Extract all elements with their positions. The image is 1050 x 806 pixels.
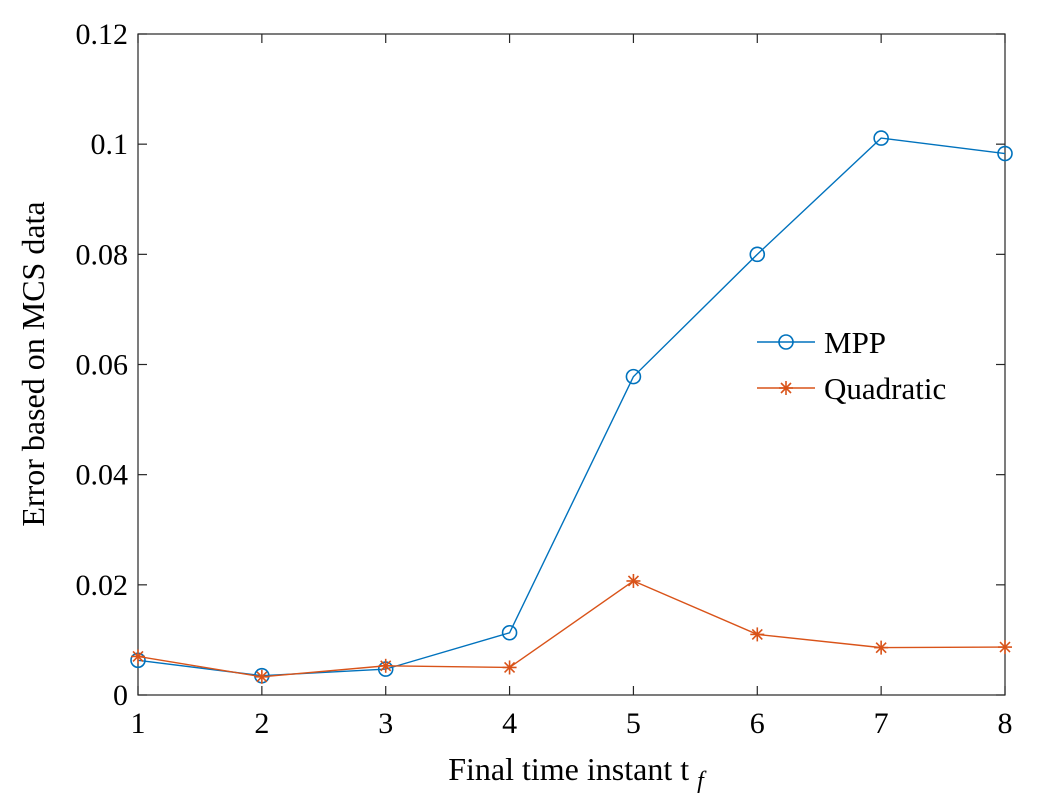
x-tick-label: 3 xyxy=(378,707,393,740)
data-point-mpp xyxy=(997,145,1013,162)
y-tick-label: 0.08 xyxy=(76,238,129,271)
y-tick-label: 0.04 xyxy=(76,459,129,492)
x-axis-label: Final time instant t f xyxy=(448,751,707,794)
x-tick-label: 6 xyxy=(750,707,765,740)
legend-marker-quadratic-stroke xyxy=(780,382,792,394)
data-point-quadratic-stroke xyxy=(132,650,144,663)
data-point-quadratic-stroke xyxy=(380,660,392,672)
ticks-layer: 1 2 3 4 5 6 7 8 0 0.02 0.04 0.06 0.08 0.1 0.12 xyxy=(76,18,1013,740)
y-tick-label: 0.06 xyxy=(76,349,129,382)
data-point-mpp xyxy=(625,368,642,385)
series-line-mpp xyxy=(137,137,1006,677)
x-tick-label: 2 xyxy=(254,707,269,740)
x-tick-label: 8 xyxy=(998,707,1013,740)
data-point-quadratic xyxy=(750,627,765,642)
legend-marker-quadratic xyxy=(779,381,793,395)
data-point-quadratic xyxy=(131,649,145,664)
data-point-quadratic xyxy=(626,573,641,588)
data-point-quadratic xyxy=(254,669,269,684)
data-point-quadratic-stroke xyxy=(751,628,763,640)
series-line-quadratic xyxy=(137,580,1006,678)
data-point-quadratic-stroke xyxy=(256,671,268,683)
x-tick-label: 5 xyxy=(626,707,641,740)
x-tick-label: 1 xyxy=(131,707,146,740)
series-layer xyxy=(130,130,1013,684)
y-tick-label: 0.12 xyxy=(76,18,129,51)
x-tick-label: 4 xyxy=(502,707,517,740)
legend-label-mpp: MPP xyxy=(824,325,886,360)
legend: MPP Quadratic xyxy=(757,325,946,406)
x-axis-label-text: Final time instant t xyxy=(448,751,689,787)
data-point-quadratic xyxy=(502,660,517,675)
data-point-mpp xyxy=(749,246,766,263)
x-tick-label: 7 xyxy=(874,707,889,740)
y-tick-label: 0.02 xyxy=(76,569,129,602)
data-point-mpp xyxy=(873,130,889,146)
data-point-quadratic-stroke xyxy=(999,641,1011,653)
data-point-mpp xyxy=(501,624,518,641)
data-point-quadratic-stroke xyxy=(504,661,516,674)
legend-marker-mpp xyxy=(778,334,794,350)
legend-label-quadratic: Quadratic xyxy=(824,371,946,406)
data-point-quadratic xyxy=(378,658,393,673)
y-tick-label: 0.1 xyxy=(91,128,129,161)
x-axis-label-subscript: f xyxy=(697,768,707,794)
y-tick-label: 0 xyxy=(113,679,128,712)
data-point-quadratic-stroke xyxy=(627,575,639,587)
data-point-quadratic-stroke xyxy=(875,642,887,654)
data-point-quadratic xyxy=(874,640,889,655)
y-axis-label: Error based on MCS data xyxy=(15,201,51,526)
data-point-quadratic xyxy=(998,640,1012,655)
plot-area-frame xyxy=(137,33,1006,696)
